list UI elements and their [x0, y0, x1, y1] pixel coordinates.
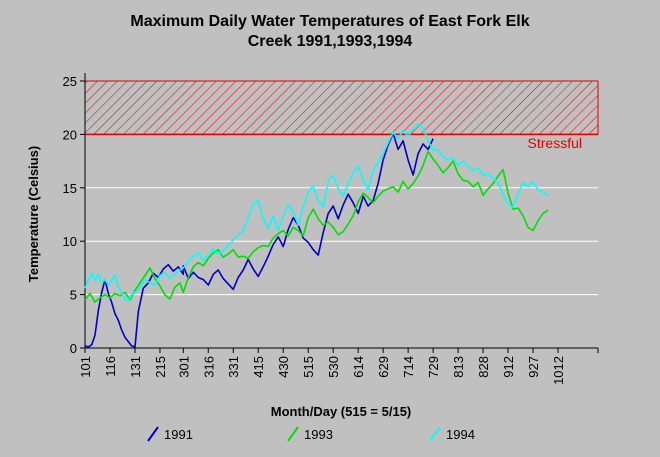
x-axis-label: Month/Day (515 = 5/15) — [271, 404, 412, 419]
legend-swatch-1993 — [287, 426, 299, 442]
y-tick-label: 25 — [63, 74, 77, 89]
chart-title-line2: Creek 1991,1993,1994 — [247, 33, 413, 50]
y-axis-label: Temperature (Celsius) — [26, 146, 41, 282]
stressful-label: Stressful — [528, 135, 582, 151]
series-line-1994 — [84, 122, 549, 302]
x-tick-label: 515 — [301, 356, 316, 378]
x-tick-label: 714 — [401, 356, 416, 378]
legend-label-1991: 1991 — [164, 427, 193, 442]
legend-swatch-1991 — [147, 426, 159, 442]
x-tick-label: 629 — [376, 356, 391, 378]
y-tick-label: 15 — [63, 181, 77, 196]
legend-label-1994: 1994 — [446, 427, 475, 442]
x-tick-label: 614 — [351, 356, 366, 378]
series-line-1993 — [84, 150, 549, 303]
x-tick-label: 813 — [451, 356, 466, 378]
x-tick-label: 415 — [251, 356, 266, 378]
y-tick-label: 0 — [70, 341, 77, 356]
x-tick-label: 828 — [476, 356, 491, 378]
x-tick-label: 729 — [426, 356, 441, 378]
chart-title-line1: Maximum Daily Water Temperatures of East… — [130, 13, 530, 30]
x-tick-label: 927 — [526, 356, 541, 378]
x-tick-label: 1012 — [551, 356, 566, 385]
y-tick-label: 20 — [63, 127, 77, 142]
x-tick-label: 215 — [153, 356, 168, 378]
x-tick-label: 116 — [103, 356, 118, 377]
x-tick-label: 301 — [176, 356, 191, 378]
x-tick-label: 430 — [276, 356, 291, 378]
x-tick-label: 912 — [501, 356, 516, 378]
y-tick-label: 5 — [70, 288, 77, 303]
stressful-zone — [84, 80, 599, 135]
x-tick-label: 530 — [326, 356, 341, 378]
legend-label-1993: 1993 — [304, 427, 333, 442]
x-tick-label: 131 — [128, 356, 143, 378]
y-tick-label: 10 — [63, 234, 77, 249]
x-tick-label: 101 — [78, 356, 93, 378]
x-tick-label: 316 — [201, 356, 216, 378]
legend-swatch-1994 — [429, 426, 441, 442]
x-tick-label: 331 — [226, 356, 241, 378]
series-line-1991 — [84, 132, 434, 348]
